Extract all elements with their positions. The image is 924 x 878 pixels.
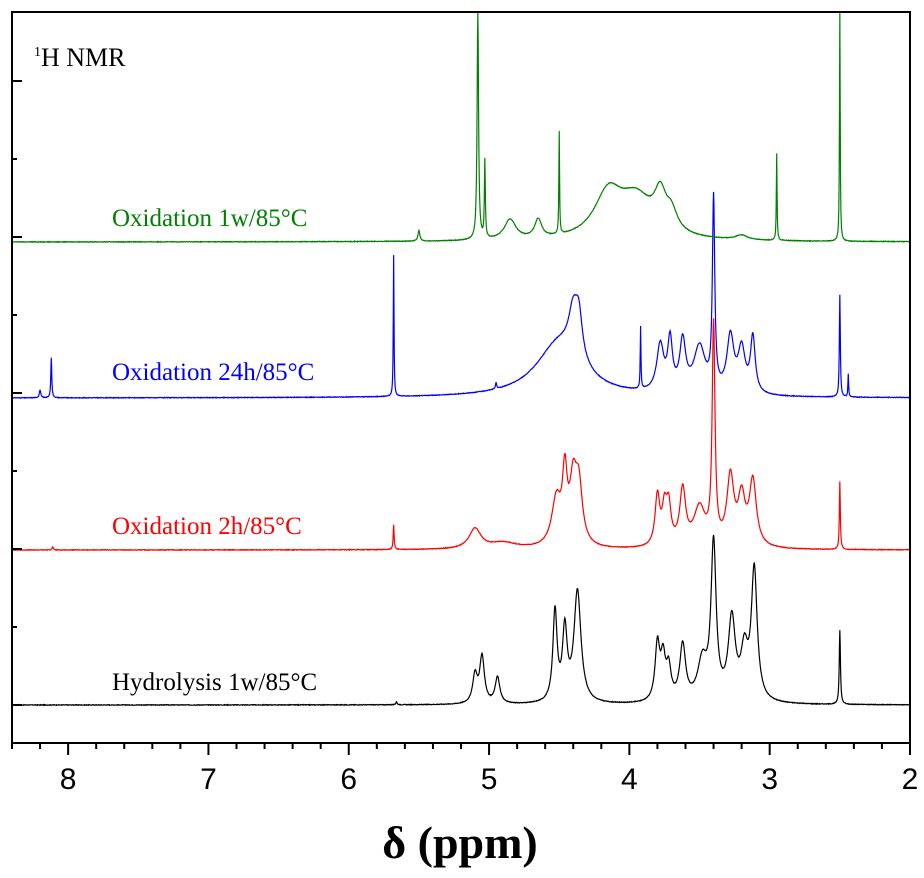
chart-axes: 8 7 6 5 4 3 2 [11, 11, 919, 796]
x-tick-label: 7 [200, 763, 217, 796]
series-label-3: Oxidation 1w/85°C [112, 205, 307, 232]
trace-3 [11, 11, 911, 244]
title-text: H NMR [41, 43, 126, 72]
spectrum-traces [11, 11, 911, 707]
x-tick-label: 6 [340, 763, 357, 796]
trace-0 [11, 534, 911, 707]
x-tick-label: 3 [761, 763, 778, 796]
title-superscript: 1 [34, 45, 41, 60]
trace-1 [11, 318, 911, 552]
chart-title: 1H NMR [34, 43, 126, 72]
x-tick-label: 4 [621, 763, 638, 796]
series-label-2: Oxidation 24h/85°C [112, 359, 314, 386]
series-label-1: Oxidation 2h/85°C [112, 513, 302, 540]
x-tick-label: 2 [902, 763, 919, 796]
x-tick-label: 5 [481, 763, 498, 796]
series-label-0: Hydrolysis 1w/85°C [112, 669, 317, 696]
x-axis-label: δ (ppm) [382, 817, 538, 868]
trace-2 [11, 191, 911, 400]
x-tick-label: 8 [60, 763, 77, 796]
series-labels: Hydrolysis 1w/85°C Oxidation 2h/85°C Oxida… [112, 205, 317, 696]
